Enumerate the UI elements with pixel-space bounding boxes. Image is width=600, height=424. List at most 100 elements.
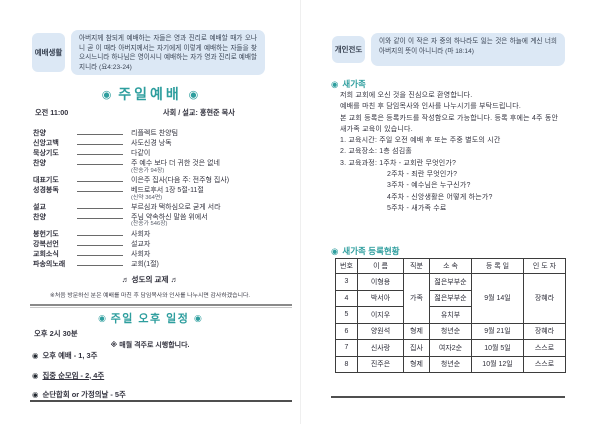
worship-item-note: (찬송가 546장) — [131, 221, 168, 228]
registry-cell: 3 — [335, 273, 358, 291]
registry-cell: 집사 — [403, 339, 430, 357]
dash-line-icon — [77, 241, 123, 246]
registry-cell: 스스로 — [523, 355, 566, 373]
registry-cell: 형제 — [403, 322, 430, 340]
registry-cell: 박서아 — [357, 289, 404, 307]
worship-item-value-text: 다같이 — [131, 149, 151, 157]
registry-cell: 이지우 — [357, 306, 404, 324]
worship-item-label: 신앙고백 — [33, 139, 59, 147]
worship-item-value-text: 주 예수 보다 더 귀한 것은 없네 — [131, 159, 220, 167]
worship-item-label: 찬양 — [33, 213, 46, 221]
registry-cell: 신사랑 — [357, 339, 404, 357]
registry-cell: 스스로 — [523, 339, 566, 357]
registry-header-cell: 이 름 — [357, 258, 404, 274]
worship-item-value-text: 주님 약속하신 말씀 위에서 — [131, 213, 208, 221]
bullet-circle-icon: ◉ — [32, 351, 39, 360]
worship-item-label: 교회소식 — [33, 250, 59, 258]
registry-header-cell: 소 속 — [429, 258, 472, 274]
registry-header-cell: 인 도 자 — [523, 258, 566, 274]
worship-item-value: 교회(1절) — [131, 261, 291, 269]
worship-item-value: 주 예수 보다 더 귀한 것은 없네 (찬송가 94장) — [131, 160, 291, 175]
registry-cell: 장혜라 — [523, 273, 566, 324]
bullet-circle-icon: ◉ — [101, 89, 112, 101]
newcomer-info-line: 예배를 마친 후 담임목사와 인사를 나누시기를 부탁드립니다. — [340, 103, 522, 111]
scripture-label-worship-life: 예배생활 — [32, 33, 65, 72]
dash-line-icon — [77, 140, 123, 145]
worship-item-note: (찬송가 94장) — [131, 167, 165, 174]
registry-cell: 8 — [335, 355, 358, 373]
worship-item-value-text: 교회(1절) — [131, 260, 159, 268]
worship-item-value: 사회자 — [131, 231, 291, 239]
bullet-circle-icon: ◉ — [32, 390, 39, 399]
worship-item-label: 파송의노래 — [33, 260, 66, 268]
bottom-rule-left — [30, 400, 292, 402]
registry-cell: 양원석 — [357, 322, 404, 340]
worship-item-value-text: 베드로후서 1장 5절-11절 — [131, 186, 204, 194]
section-divider — [30, 304, 292, 308]
registry-cell: 젊은부부순 — [429, 289, 472, 307]
dash-line-icon — [77, 187, 123, 192]
bottom-rule-right — [331, 396, 565, 398]
scripture-label-personal-evangelism: 개인전도 — [332, 36, 365, 63]
registry-cell: 젊은부부순 — [429, 273, 472, 291]
scripture-text-personal-evangelism: 이와 같이 이 작은 자 중의 하나라도 잃는 것은 하늘에 계신 너희 아버지… — [371, 33, 565, 66]
worship-time: 오전 11:00 — [35, 108, 69, 117]
worship-order-item: 파송의노래 교회(1절) — [33, 261, 291, 269]
worship-order-item: 신앙고백 사도신경 낭독 — [33, 140, 291, 148]
worship-item-value: 리플렉트 찬양팀 — [131, 130, 291, 138]
newcomer-info-line: 3주차 - 예수님은 누구신가? — [387, 182, 471, 190]
bullet-circle-icon: ◉ — [188, 89, 199, 101]
newcomer-info-line: 본 교회 등록은 등록카드를 작성함으로 가능합니다. 등록 후에는 4주 동안 — [340, 114, 559, 122]
afternoon-schedule-item: ◉ 오후 예배 - 1, 3주 — [32, 350, 282, 361]
worship-item-value: 사회자 — [131, 251, 291, 259]
registry-cell: 9월 21일 — [471, 322, 524, 340]
worship-order-item: 찬양 리플렉트 찬양팀 — [33, 130, 291, 138]
worship-order-item: 교회소식 사회자 — [33, 251, 291, 259]
afternoon-item-text: 오후 예배 - 1, 3주 — [42, 351, 98, 360]
fellowship-note: ※처음 방문하신 분은 예배를 마친 후 담임목사와 인사를 나누시면 감사하겠… — [49, 293, 251, 299]
dash-line-icon — [77, 231, 123, 236]
table-row: 7 신사랑 집사 여자2순 10월 5일 스스로 — [335, 339, 566, 357]
registry-section-heading-text: 새가족 등록현황 — [342, 246, 400, 256]
registry-cell: 이형용 — [357, 273, 404, 291]
bullet-circle-icon: ◉ — [193, 313, 202, 323]
registry-cell: 유치부 — [429, 306, 472, 324]
table-row: 6 양원석 형제 청년순 9월 21일 장혜라 — [335, 322, 566, 340]
registry-cell: 진주은 — [357, 355, 404, 373]
registry-cell: 여자2순 — [429, 339, 472, 357]
afternoon-time: 오후 2시 30분 — [34, 329, 78, 338]
newcomer-info-line: 2주차 - 죄란 무엇인가? — [387, 171, 458, 179]
afternoon-schedule-title: ◉ 주일 오후 일정 ◉ — [0, 310, 300, 326]
page-fold-divider — [300, 0, 301, 424]
worship-order-item: 설교 부르심과 택하심으로 굳게 서라 — [33, 204, 291, 212]
registry-cell: 6 — [335, 322, 358, 340]
dash-line-icon — [77, 204, 123, 209]
worship-item-note: (신약 364면) — [131, 194, 163, 201]
worship-item-label: 묵상기도 — [33, 149, 59, 157]
newcomer-section-heading-text: 새가족 — [342, 79, 366, 89]
sunday-worship-title: ◉ 주일예배 ◉ — [0, 84, 300, 104]
registry-header-cell: 직분 — [403, 258, 430, 274]
registry-cell: 10월 12일 — [471, 355, 524, 373]
afternoon-schedule-list: ◉ 오후 예배 - 1, 3주 ◉ 집중 순모임 - 2, 4주 ◉ 순단합회 or 가정… — [32, 350, 282, 409]
newcomer-info-line: 4주차 - 신앙생활은 어떻게 하는가? — [387, 193, 493, 201]
worship-item-label: 찬양 — [33, 130, 46, 137]
newcomer-info-line: 새가족 교육이 있습니다. — [340, 125, 413, 133]
registry-cell: 7 — [335, 339, 358, 357]
worship-item-label: 성경봉독 — [33, 186, 59, 194]
registry-section-heading: ◉ 새가족 등록현황 — [331, 245, 400, 257]
table-row: 8 진주은 형제 청년순 10월 12일 스스로 — [335, 355, 566, 373]
registry-header-cell: 번호 — [335, 258, 358, 274]
bullet-circle-icon: ◉ — [98, 313, 107, 323]
worship-item-label: 대표기도 — [33, 176, 59, 184]
dash-line-icon — [77, 214, 123, 219]
newcomer-info-line: 3. 교육과정: 1주차 - 교회란 무엇인가? — [340, 159, 457, 167]
worship-item-value: 부르심과 택하심으로 굳게 서라 — [131, 204, 291, 212]
newcomer-info-line: 저희 교회에 오신 것을 진심으로 환영합니다. — [340, 92, 473, 99]
registry-cell: 청년순 — [429, 355, 472, 373]
scripture-text-worship-life: 아버지께 참되게 예배하는 자들은 영과 진리로 예배할 때가 오나니 곧 이 … — [71, 30, 265, 75]
dash-line-icon — [77, 150, 123, 155]
